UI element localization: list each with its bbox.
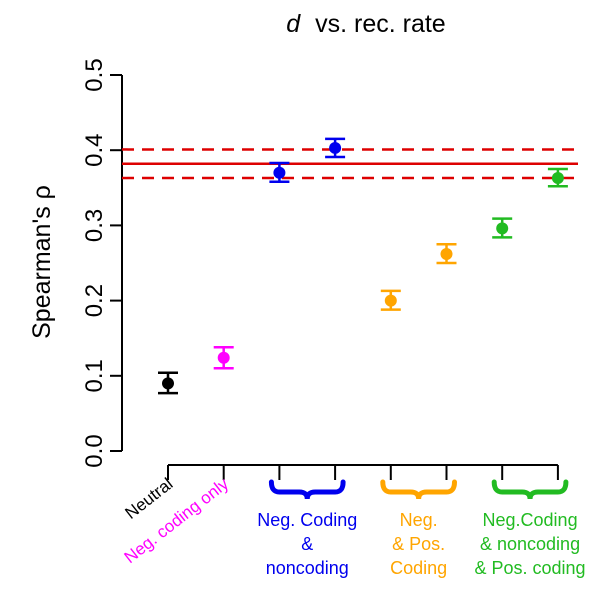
group-label: & noncoding [480,534,580,554]
data-point [325,137,346,159]
group-label: Neg.Coding [483,510,578,530]
data-point [436,242,457,265]
point-marker [217,351,230,364]
data-point [547,167,568,188]
data-point [269,161,290,184]
point-marker [329,141,342,154]
point-marker [162,377,174,390]
point-marker [440,247,453,260]
y-tick-label: 0.2 [81,284,108,317]
group-label: & Pos. [392,534,445,554]
group-label: Coding [390,558,447,578]
x-category-label: Neg. coding only [121,474,233,567]
data-point [213,345,234,370]
chart-title-variable: d [286,10,301,38]
y-tick-label: 0.4 [81,134,108,167]
point-marker [551,172,564,185]
group-brace [491,479,569,500]
data-point [380,289,401,311]
group-label: Neg. Coding [257,510,357,530]
point-marker [496,222,509,235]
chart-title-text: vs. rec. rate [315,10,446,38]
group-label: & Pos. coding [475,558,586,578]
chart-title: d vs. rec. rate [286,10,445,38]
y-tick-label: 0.0 [81,434,108,467]
y-tick-label: 0.1 [81,359,108,392]
point-marker [384,294,397,307]
group-label: noncoding [266,558,349,578]
group-label: Neg. [400,510,438,530]
y-tick-label: 0.3 [81,209,108,242]
y-axis-label: Spearman's ρ [28,185,56,339]
group-brace [380,479,457,500]
group-brace [268,479,346,500]
data-point [492,217,513,239]
y-tick-label: 0.5 [81,58,108,91]
point-marker [273,166,286,179]
group-label: & [301,534,313,554]
data-point [158,371,178,395]
